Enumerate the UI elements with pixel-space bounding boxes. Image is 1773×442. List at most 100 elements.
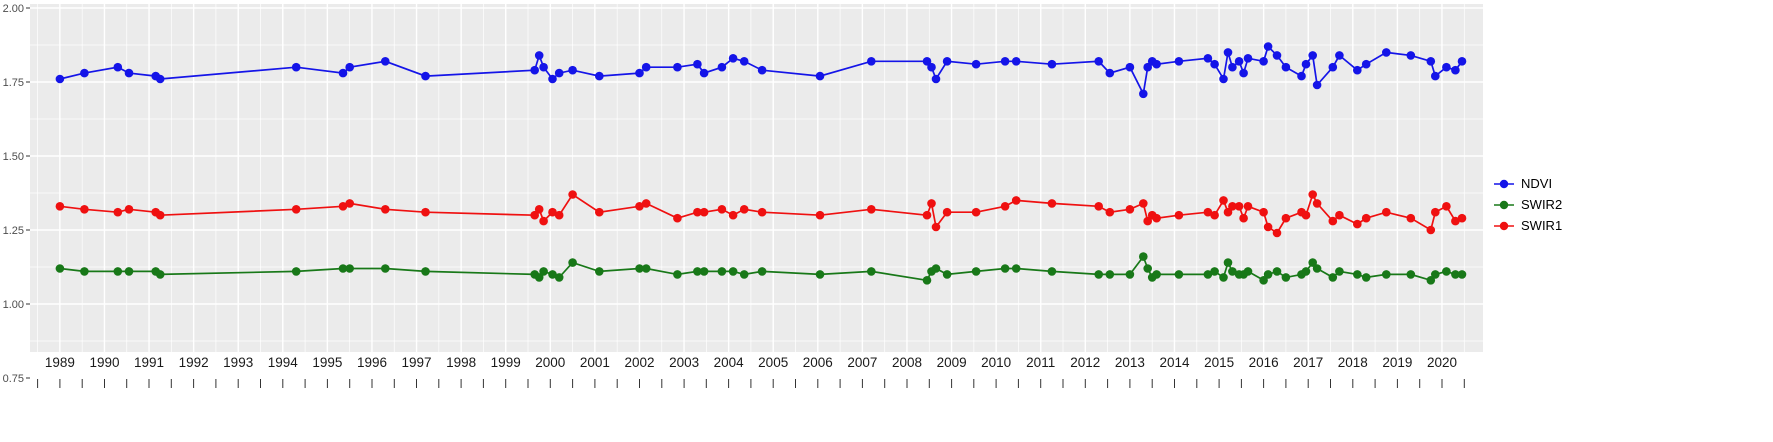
ndvi-data-point [534, 51, 544, 60]
swir2-data-point [381, 264, 390, 273]
swir1-data-point [421, 207, 430, 217]
swir1-data-point [124, 205, 134, 214]
legend-label-swir2: SWIR2 [1521, 197, 1563, 212]
swir1-data-point [1361, 213, 1371, 223]
x-axis-tick-label: 2000 [535, 355, 565, 370]
ndvi-data-point [1451, 65, 1460, 75]
swir1-data-point [1431, 207, 1440, 217]
x-axis-tick-label: 1991 [134, 355, 164, 370]
swir2-data-point [1312, 264, 1322, 273]
ndvi-data-point [1094, 57, 1103, 66]
x-axis-tick-label: 2017 [1293, 355, 1323, 370]
swir2-data-point [1143, 264, 1152, 273]
x-axis-tick-label: 2020 [1427, 355, 1457, 370]
swir1-data-point [595, 207, 604, 217]
swir2-data-point [1281, 273, 1291, 282]
x-axis-tick-label: 1998 [446, 355, 476, 370]
swir2-data-point [291, 267, 301, 276]
swir2-data-point [1203, 270, 1213, 279]
x-axis-tick-label: 1994 [268, 355, 299, 370]
ndvi-data-point [1259, 57, 1268, 66]
swir2-data-point [534, 273, 544, 282]
ndvi-data-point [699, 68, 709, 78]
swir1-data-point [1219, 196, 1228, 205]
swir2-data-point [80, 267, 89, 276]
swir2-data-point [942, 270, 952, 279]
swir1-data-point [1312, 199, 1322, 208]
legend-item-swir1: SWIR1 [1492, 218, 1562, 234]
swir1-data-point [1143, 216, 1152, 226]
x-axis-tick-label: 2008 [892, 355, 922, 370]
ndvi-data-point [1353, 65, 1362, 75]
swir1-data-point [971, 207, 981, 217]
legend: NDVI SWIR2 SWIR1 [1492, 176, 1562, 234]
ndvi-data-point [867, 57, 876, 66]
swir2-data-point [1382, 270, 1391, 279]
swir1-data-point [1451, 216, 1460, 226]
swir1-data-point [1457, 213, 1467, 223]
x-axis-tick-label: 1990 [89, 355, 119, 370]
swir1-data-point [530, 210, 539, 220]
ndvi-data-point [1361, 59, 1371, 69]
ndvi-data-point [595, 71, 604, 81]
swir2-data-point [155, 270, 165, 279]
ndvi-data-point [1263, 42, 1273, 51]
ndvi-data-point [1243, 54, 1253, 63]
swir2-data-point [1228, 267, 1237, 276]
swir1-data-point [699, 207, 709, 217]
swir2-data-point [641, 264, 651, 273]
swir1-data-point [1406, 213, 1416, 223]
swir1-data-point [1259, 207, 1268, 217]
x-axis-tick-label: 1997 [401, 355, 431, 370]
x-axis-tick-label: 2012 [1070, 355, 1100, 370]
swir2-data-point [568, 258, 577, 267]
swir2-data-point [673, 270, 682, 279]
swir2-data-point [1139, 252, 1148, 261]
swir1-data-point [717, 205, 727, 214]
ndvi-data-point [1139, 89, 1148, 99]
swir1-data-point [1011, 196, 1021, 205]
ndvi-data-point [927, 62, 936, 72]
swir2-data-point [922, 276, 932, 285]
x-axis-tick-label: 1993 [223, 355, 253, 370]
swir2-data-point [1335, 267, 1344, 276]
swir2-data-point [1308, 258, 1317, 267]
ndvi-data-point [338, 68, 348, 78]
ndvi-data-point [1234, 57, 1244, 66]
y-axis-tick-label: 2.00 [3, 3, 24, 15]
x-axis-tick-label: 2007 [847, 355, 877, 370]
ndvi-data-point [739, 57, 749, 66]
legend-label-ndvi: NDVI [1521, 176, 1553, 191]
swir2-data-point [539, 267, 548, 276]
x-axis-tick-label: 2001 [580, 355, 610, 370]
ndvi-data-point [291, 62, 301, 72]
swir2-data-point [1243, 267, 1253, 276]
swir1-line-point-icon [1494, 221, 1514, 231]
swir1-data-point [291, 205, 301, 214]
ndvi-data-point [757, 65, 767, 75]
ndvi-data-point [530, 65, 539, 75]
swir1-data-point [1426, 225, 1436, 235]
swir1-data-point [345, 199, 355, 208]
swir2-data-point [1094, 270, 1103, 279]
ndvi-data-point [1047, 59, 1057, 69]
swir2-data-point [1263, 270, 1273, 279]
swir2-data-point [717, 267, 727, 276]
swir1-data-point [1139, 199, 1148, 208]
swir1-data-point [568, 190, 577, 199]
swir2-data-point [1272, 267, 1282, 276]
ndvi-data-point [971, 59, 981, 69]
x-axis-tick-label: 2002 [624, 355, 654, 370]
ndvi-data-point [345, 62, 355, 72]
ndvi-data-point [641, 62, 651, 72]
swir1-data-point [155, 210, 165, 220]
swir2-data-point [1353, 270, 1362, 279]
swir1-data-point [931, 222, 941, 232]
ndvi-data-point [1312, 80, 1322, 90]
ndvi-data-point [568, 65, 577, 75]
ndvi-data-point [1219, 74, 1228, 84]
ndvi-data-point [124, 68, 134, 78]
swir2-data-point [1451, 270, 1460, 279]
swir1-data-point [867, 205, 876, 214]
